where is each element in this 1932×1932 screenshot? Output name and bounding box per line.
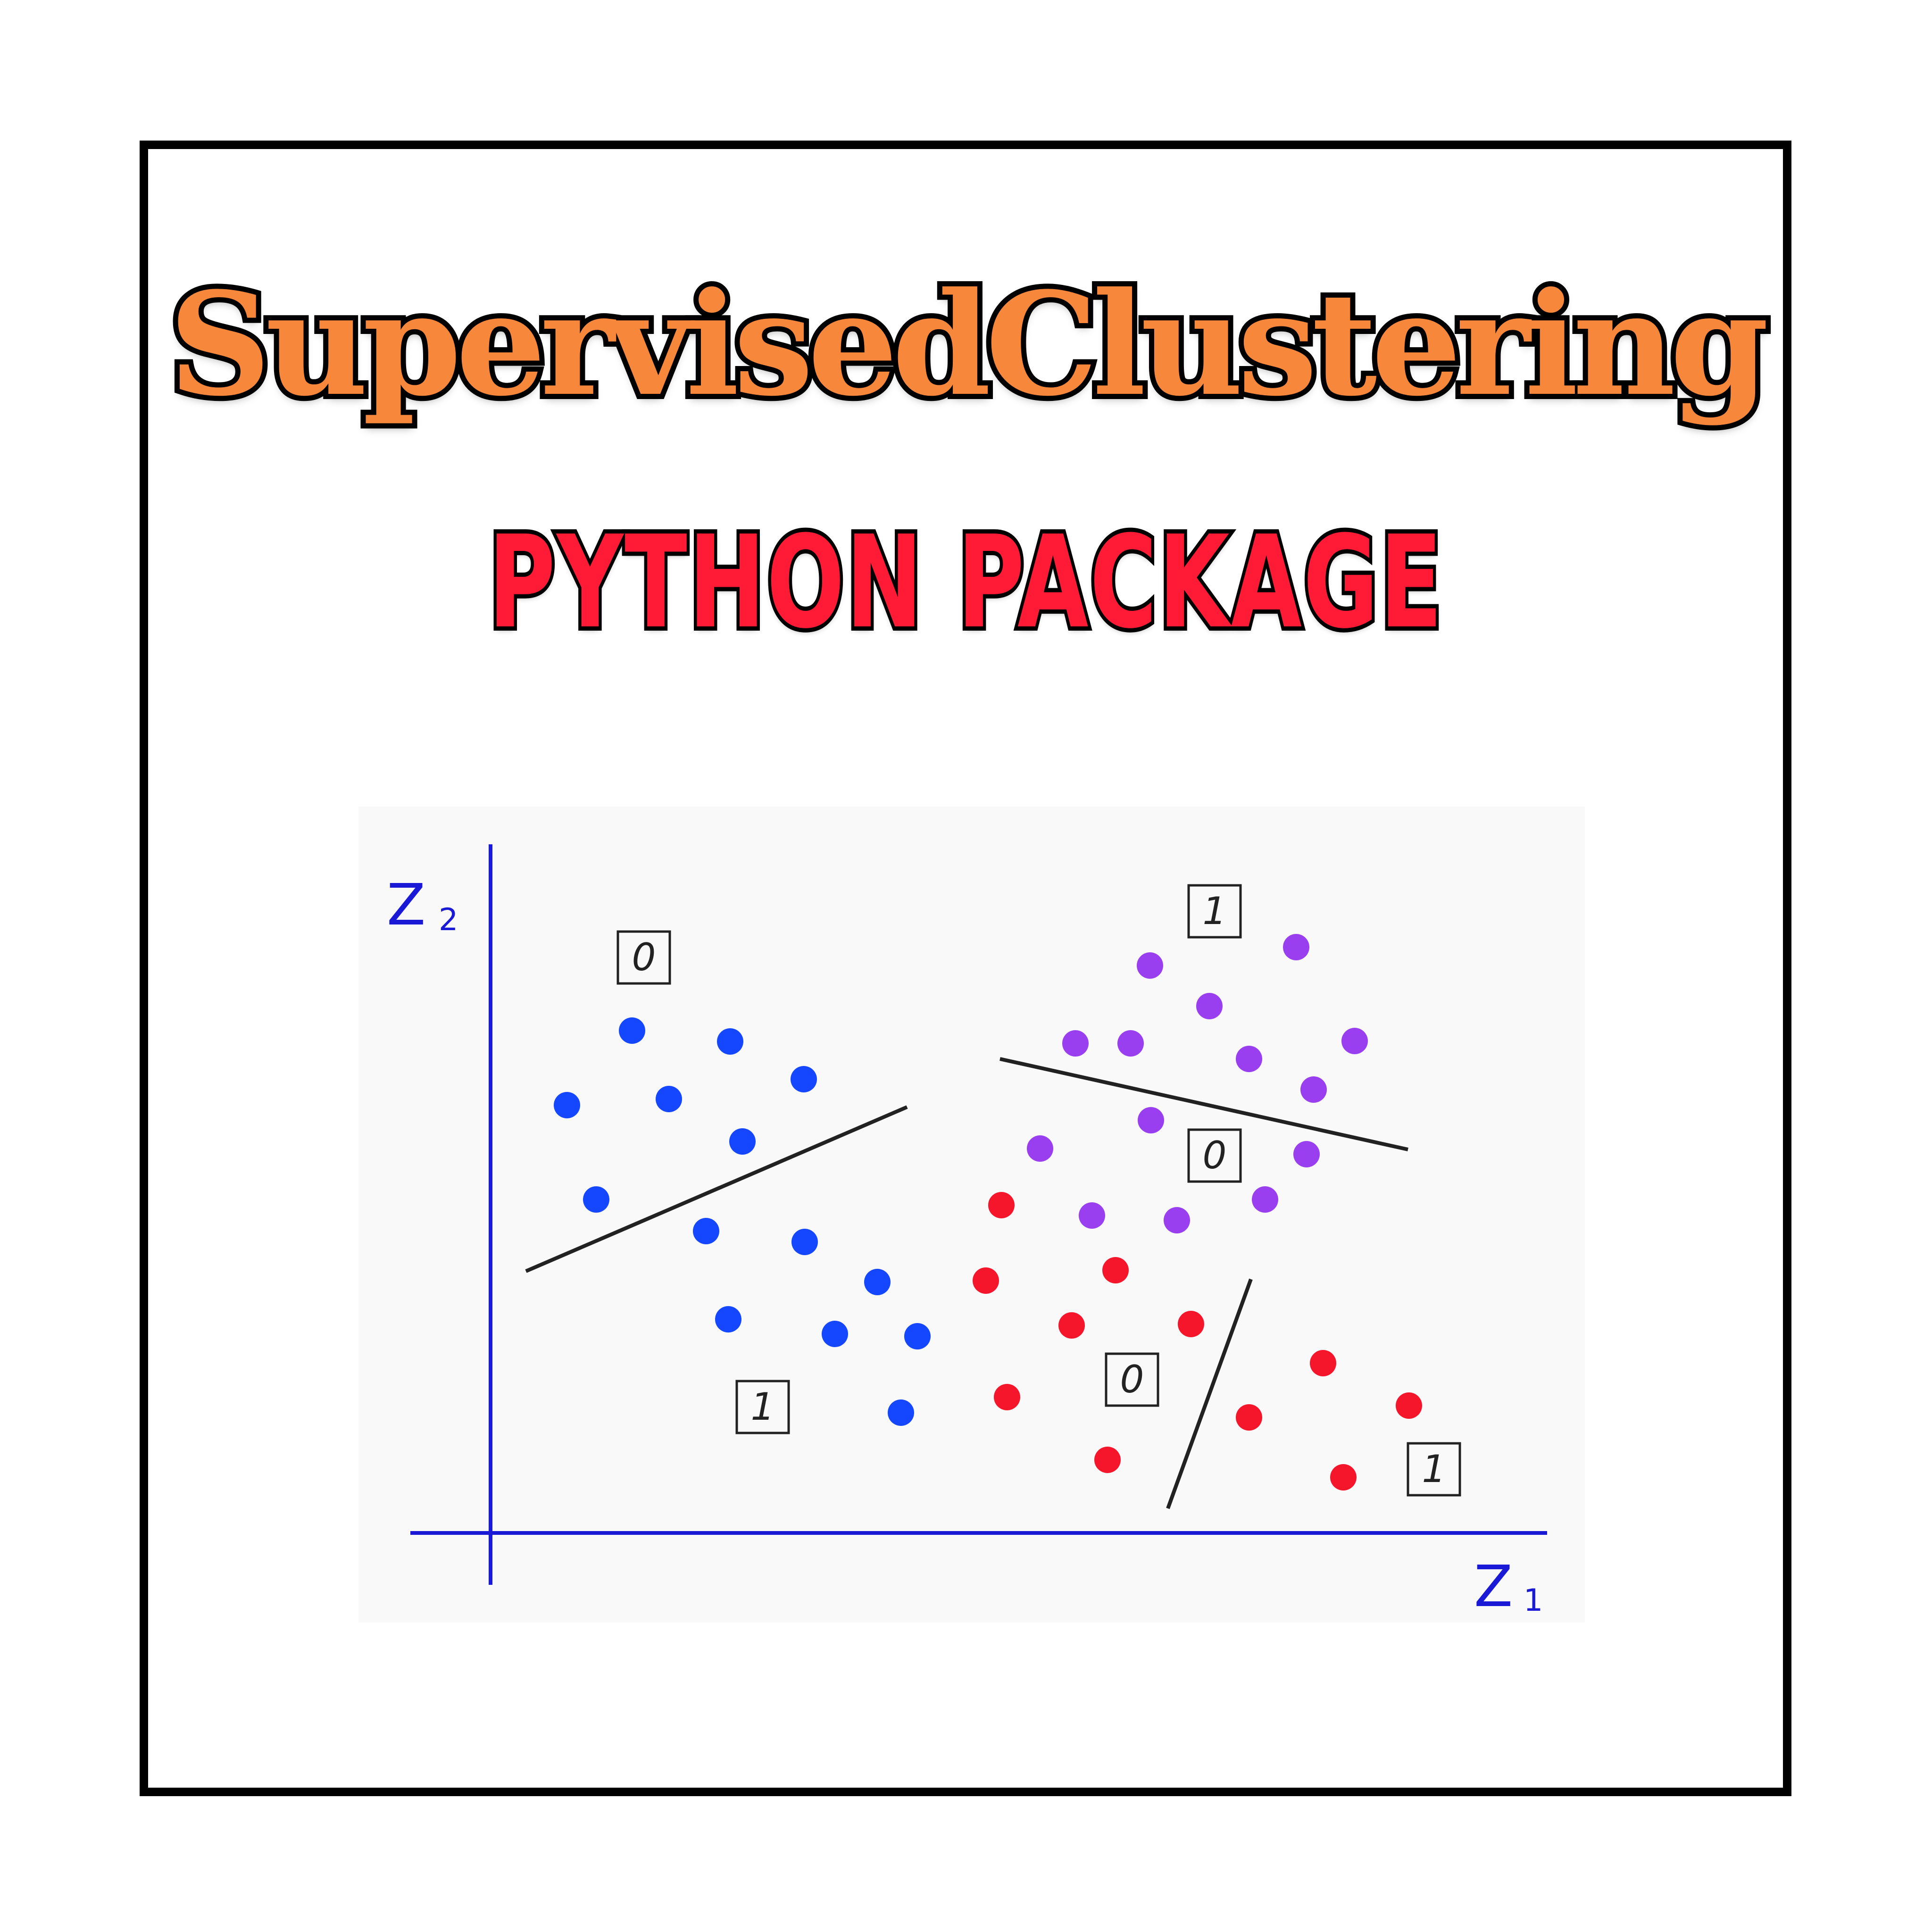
data-point xyxy=(1330,1464,1357,1491)
region-label-text: 0 xyxy=(632,935,656,979)
data-point xyxy=(619,1017,645,1044)
region-label: 0 xyxy=(616,930,671,985)
red-cluster xyxy=(973,1192,1422,1491)
region-label-text: 1 xyxy=(1422,1447,1446,1491)
data-point xyxy=(1062,1030,1089,1057)
data-point xyxy=(994,1384,1020,1410)
cluster-diagram: Z 2 Z 1 xyxy=(358,807,1585,1623)
data-point xyxy=(1117,1030,1144,1057)
data-point xyxy=(554,1092,580,1118)
data-point xyxy=(904,1323,931,1349)
region-label: 1 xyxy=(1407,1442,1461,1497)
x-axis-label: Z xyxy=(1474,1554,1513,1620)
data-point xyxy=(715,1306,741,1332)
diagram-background xyxy=(358,807,1585,1623)
data-point xyxy=(1178,1311,1204,1337)
data-point xyxy=(1102,1257,1129,1283)
data-point xyxy=(973,1267,999,1294)
data-point xyxy=(988,1192,1015,1218)
data-point xyxy=(791,1229,818,1255)
data-point xyxy=(1058,1312,1085,1339)
data-point xyxy=(1341,1028,1368,1054)
y-axis-label: Z xyxy=(387,873,425,938)
data-point xyxy=(864,1269,891,1295)
region-label: 1 xyxy=(1187,884,1242,939)
data-point xyxy=(656,1086,682,1112)
subtitle: PYTHON PACKAGE xyxy=(485,508,1446,658)
data-point xyxy=(1396,1392,1422,1419)
data-point xyxy=(729,1128,756,1155)
data-point xyxy=(1137,952,1163,979)
x-axis-subscript: 1 xyxy=(1524,1583,1543,1618)
data-point xyxy=(583,1186,609,1213)
separator-line xyxy=(999,1057,1408,1151)
region-label: 0 xyxy=(1105,1352,1159,1407)
region-label-text: 1 xyxy=(1203,889,1227,933)
data-point xyxy=(1027,1135,1053,1162)
region-label: 0 xyxy=(1187,1128,1242,1183)
data-point xyxy=(1252,1186,1278,1213)
y-axis-subscript: 2 xyxy=(439,902,458,938)
title: SupervisedClustering xyxy=(164,259,1774,430)
data-point xyxy=(1138,1107,1164,1133)
data-point xyxy=(1283,934,1309,960)
data-point xyxy=(693,1218,719,1244)
separator-line xyxy=(525,1105,908,1273)
region-label-text: 0 xyxy=(1120,1357,1144,1401)
purple-cluster xyxy=(1027,934,1368,1233)
region-label-text: 1 xyxy=(751,1385,775,1429)
data-point xyxy=(822,1321,848,1347)
separator-line xyxy=(1166,1278,1253,1509)
blue-cluster xyxy=(554,1017,931,1426)
data-point xyxy=(1300,1076,1327,1103)
data-point xyxy=(888,1399,914,1426)
data-point xyxy=(1310,1350,1336,1376)
data-point xyxy=(1094,1447,1121,1473)
data-point xyxy=(1079,1202,1105,1229)
data-point xyxy=(1236,1046,1262,1072)
data-point xyxy=(791,1066,817,1092)
data-point xyxy=(717,1028,743,1055)
region-label-text: 0 xyxy=(1203,1133,1227,1177)
data-point xyxy=(1293,1141,1320,1167)
region-label: 1 xyxy=(735,1380,790,1434)
data-point xyxy=(1196,993,1223,1019)
data-point xyxy=(1236,1404,1262,1431)
data-point xyxy=(1164,1207,1190,1233)
